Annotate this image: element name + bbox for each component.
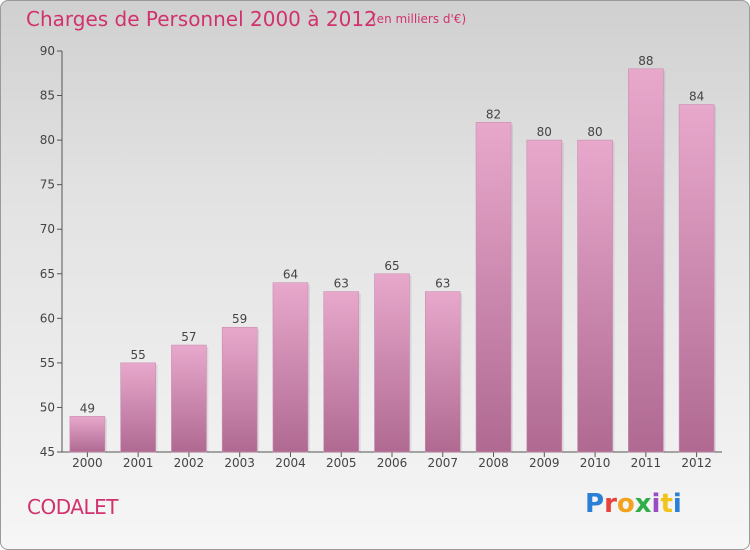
x-tick-label: 2005 — [326, 456, 357, 470]
bar-2009 — [526, 139, 563, 453]
bar-chart: 45 50 55 60 65 70 75 80 85 90 2000 2001 2002 2003 2004… — [40, 44, 722, 470]
y-tick-label: 70 — [40, 222, 55, 236]
bar-2004 — [272, 282, 309, 453]
bar-value-label: 57 — [181, 330, 196, 344]
y-tick-label: 90 — [40, 44, 55, 58]
chart-subtitle: (en milliers d'€) — [372, 12, 467, 26]
y-tick-label: 80 — [40, 133, 55, 147]
bar-2012 — [678, 104, 715, 453]
x-tick-label: 2010 — [580, 456, 611, 470]
logo-letter: P — [585, 489, 605, 519]
place-name: CODALET — [27, 495, 118, 519]
y-tick-label: 50 — [40, 400, 55, 414]
x-tick-label: 2002 — [174, 456, 205, 470]
bar-value-label: 88 — [638, 54, 653, 68]
bar-2005 — [323, 291, 360, 453]
bar-2007 — [424, 291, 461, 453]
logo-letter: i — [672, 489, 682, 519]
bar-2006 — [374, 273, 410, 453]
y-tick-label: 55 — [40, 356, 55, 370]
bar-value-label: 82 — [486, 107, 501, 121]
y-tick-label: 75 — [40, 178, 55, 192]
bar-value-label: 55 — [131, 348, 146, 362]
bar-value-label: 63 — [334, 277, 349, 291]
bar-value-label: 80 — [537, 125, 552, 139]
bar-2000 — [69, 416, 106, 453]
bar-value-label: 80 — [587, 125, 602, 139]
bar-2002 — [171, 344, 207, 453]
bar-2008 — [475, 121, 512, 453]
x-tick-label: 2008 — [478, 456, 509, 470]
proxiti-logo[interactable]: Proxiti — [585, 489, 682, 519]
x-tick-label: 2006 — [377, 456, 408, 470]
logo-letter: t — [660, 489, 673, 519]
axes: 45 50 55 60 65 70 75 80 85 90 2000 2001 2002 2003 2004… — [40, 44, 722, 470]
bar-value-label: 63 — [435, 277, 450, 291]
bar-value-label: 64 — [283, 268, 298, 282]
x-tick-label: 2003 — [224, 456, 255, 470]
bar-2010 — [577, 139, 613, 453]
x-tick-label: 2007 — [427, 456, 458, 470]
bar-value-label: 84 — [689, 89, 704, 103]
x-tick-label: 2000 — [72, 456, 103, 470]
x-tick-label: 2012 — [681, 456, 712, 470]
x-tick-label: 2001 — [123, 456, 154, 470]
logo-letter: r — [604, 489, 617, 519]
y-tick-label: 85 — [40, 89, 55, 103]
x-tick-label: 2011 — [631, 456, 662, 470]
chart-title: Charges de Personnel 2000 à 2012 — [26, 7, 377, 31]
bars: 49 55 57 59 64 63 65 63 82 80 80 88 84 — [69, 54, 717, 453]
bar-2011 — [628, 68, 664, 453]
y-tick-label: 65 — [40, 267, 55, 281]
x-tick-label: 2004 — [275, 456, 306, 470]
bar-value-label: 65 — [384, 259, 399, 273]
y-tick-label: 45 — [40, 445, 55, 459]
x-tick-label: 2009 — [529, 456, 560, 470]
bar-2003 — [221, 326, 258, 453]
bar-2001 — [120, 362, 156, 453]
logo-letter: i — [651, 489, 661, 519]
logo-letter: x — [634, 489, 652, 519]
y-tick-label: 60 — [40, 311, 55, 325]
bar-value-label: 49 — [80, 401, 95, 415]
logo-letter: o — [616, 489, 635, 519]
bar-value-label: 59 — [232, 312, 247, 326]
